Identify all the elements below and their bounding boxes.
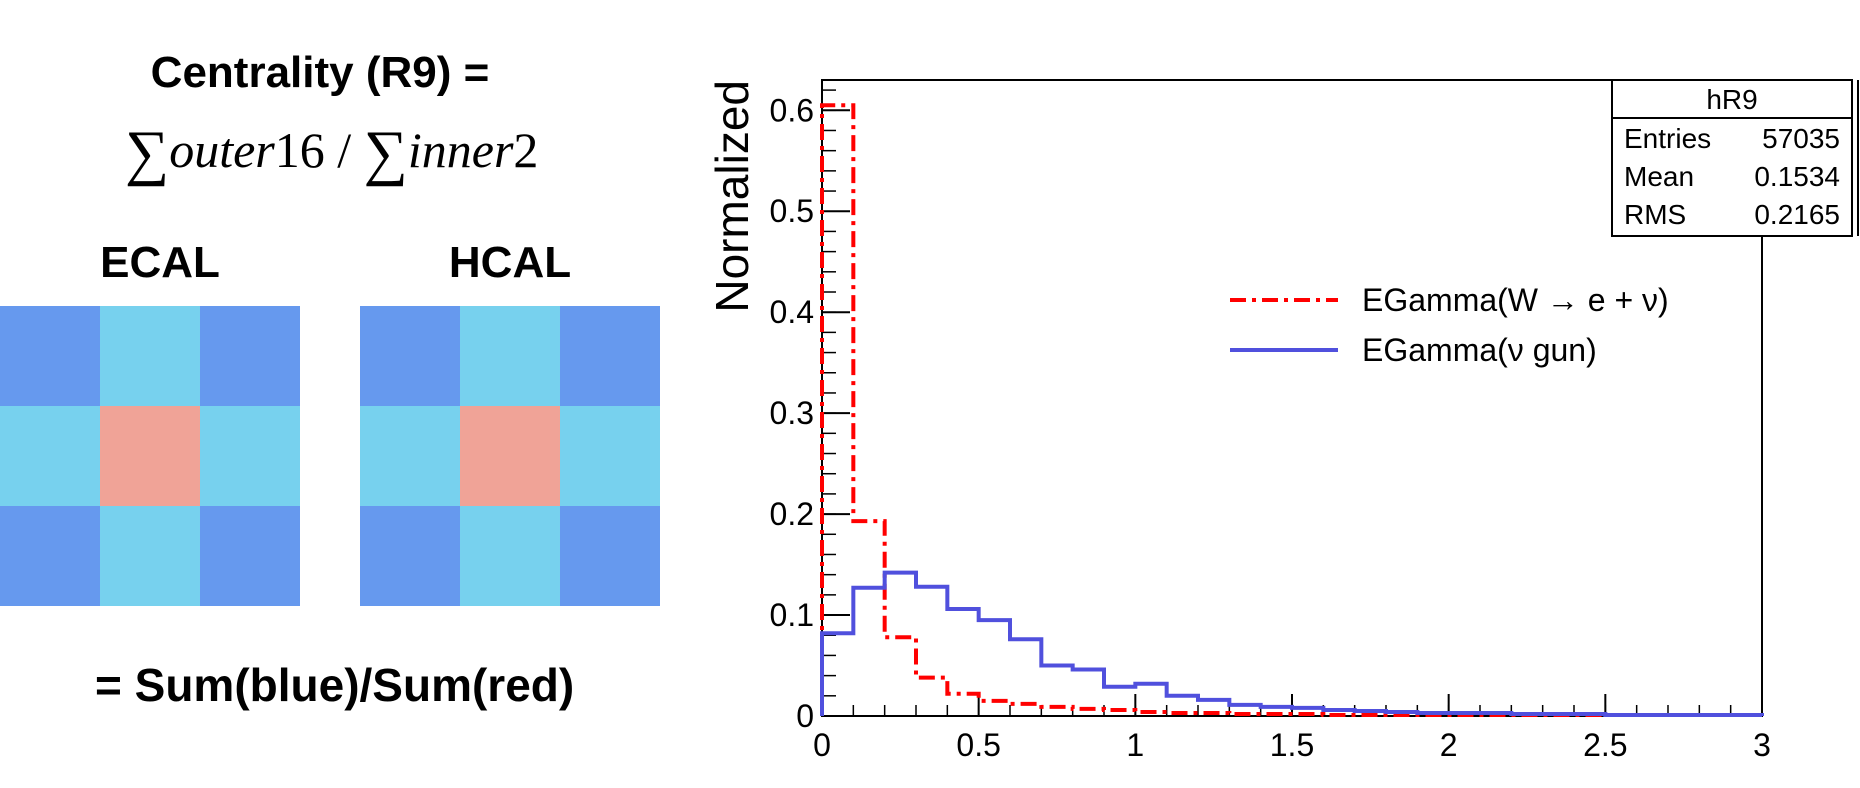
ecal-cell-edge — [0, 406, 100, 506]
sum-symbol-outer: ∑ — [125, 119, 170, 187]
ecal-cell-corner — [200, 506, 300, 606]
ecal-cell-center — [100, 406, 200, 506]
hcal-grid — [360, 306, 660, 606]
inner-word: inner — [407, 122, 514, 178]
ecal-grid — [0, 306, 300, 606]
y-tick-label: 0.5 — [770, 193, 814, 229]
hcal-cell-edge — [560, 406, 660, 506]
y-tick-label: 0.2 — [770, 496, 814, 532]
hcal-cell-corner — [560, 506, 660, 606]
y-tick-label: 0.6 — [770, 92, 814, 128]
hcal-cell-corner — [360, 506, 460, 606]
y-tick-label: 0.4 — [770, 294, 814, 330]
outer-number: 16 — [274, 122, 325, 178]
stats-title: hR9 — [1706, 84, 1757, 115]
hcal-cell-center — [460, 406, 560, 506]
r9-formula: ∑outer16 / ∑inner2 — [125, 118, 585, 189]
stats-label: RMS — [1624, 199, 1686, 230]
hcal-cell-edge — [460, 506, 560, 606]
hcal-cell-corner — [360, 306, 460, 406]
sum-symbol-inner: ∑ — [363, 119, 408, 187]
stats-label: Mean — [1624, 161, 1694, 192]
inner-number: 2 — [513, 122, 539, 178]
centrality-title: Centrality (R9) = — [150, 48, 490, 97]
y-tick-label: 0.1 — [770, 597, 814, 633]
stats-value: 0.2165 — [1754, 199, 1840, 230]
hcal-cell-corner — [560, 306, 660, 406]
legend-label: EGamma(ν gun) — [1362, 332, 1597, 368]
x-tick-label: 2.5 — [1583, 727, 1627, 763]
stats-label: Entries — [1624, 123, 1711, 154]
ecal-label: ECAL — [100, 238, 220, 287]
r9-histogram: 0 0.5 1 1.5 2 2.5 3 0 0.1 0.2 0.3 0.4 0.5 0.6 Normaliz… — [706, 79, 1859, 763]
x-tick-label: 0.5 — [956, 727, 1000, 763]
outer-word: outer — [169, 122, 275, 178]
ecal-cell-corner — [200, 306, 300, 406]
legend-label: EGamma(W → e + ν) — [1362, 282, 1669, 318]
stats-value: 0.1534 — [1754, 161, 1840, 192]
y-tick-label: 0 — [796, 698, 814, 734]
x-tick-label: 2 — [1440, 727, 1458, 763]
x-tick-label: 0 — [813, 727, 831, 763]
hcal-label: HCAL — [448, 238, 572, 287]
ecal-cell-edge — [100, 506, 200, 606]
stats-box — [1611, 79, 1853, 237]
y-axis-title: Normalized — [706, 80, 758, 313]
hcal-cell-edge — [360, 406, 460, 506]
series-line-nu-gun — [820, 570, 1764, 717]
hcal-cell-edge — [460, 306, 560, 406]
bottom-equation: = Sum(blue)/Sum(red) — [95, 659, 575, 711]
ecal-cell-corner — [0, 506, 100, 606]
y-tick-label: 0.3 — [770, 395, 814, 431]
ecal-cell-edge — [200, 406, 300, 506]
ecal-cell-corner — [0, 306, 100, 406]
x-tick-label: 1 — [1126, 727, 1144, 763]
formula-slash: / — [337, 122, 352, 178]
x-tick-label: 3 — [1753, 727, 1771, 763]
ecal-cell-edge — [100, 306, 200, 406]
stats-value: 57035 — [1762, 123, 1840, 154]
x-tick-label: 1.5 — [1270, 727, 1314, 763]
